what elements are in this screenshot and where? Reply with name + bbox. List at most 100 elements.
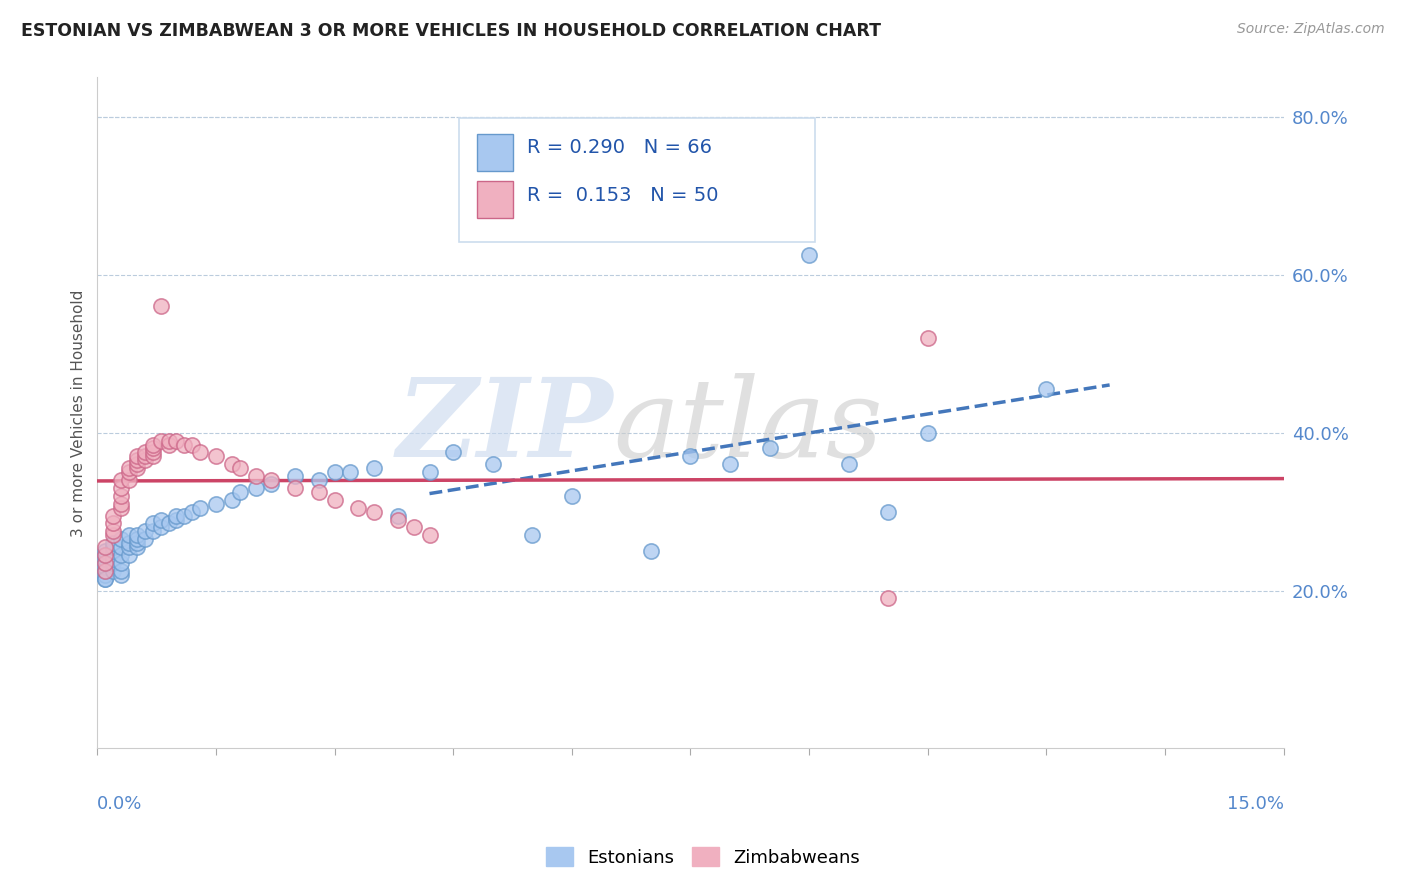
Point bbox=[94, 556, 117, 570]
Text: 0.0%: 0.0% bbox=[97, 796, 143, 814]
Point bbox=[165, 508, 187, 523]
Point bbox=[877, 591, 900, 606]
Point bbox=[134, 453, 156, 467]
Point bbox=[157, 437, 180, 451]
Point bbox=[118, 465, 141, 479]
Point bbox=[110, 567, 132, 582]
Point bbox=[101, 556, 124, 570]
Point bbox=[522, 528, 544, 542]
Point bbox=[718, 457, 741, 471]
Point bbox=[308, 473, 330, 487]
Point bbox=[149, 520, 172, 534]
Point bbox=[387, 508, 409, 523]
Point bbox=[118, 548, 141, 562]
Point bbox=[308, 484, 330, 499]
Point bbox=[110, 548, 132, 562]
Text: Source: ZipAtlas.com: Source: ZipAtlas.com bbox=[1237, 22, 1385, 37]
Point bbox=[101, 540, 124, 554]
Point bbox=[110, 556, 132, 570]
Point bbox=[142, 442, 165, 456]
Y-axis label: 3 or more Vehicles in Household: 3 or more Vehicles in Household bbox=[72, 289, 86, 537]
Point bbox=[221, 457, 243, 471]
Point bbox=[118, 540, 141, 554]
Point bbox=[402, 520, 425, 534]
Point bbox=[94, 556, 117, 570]
Point bbox=[94, 544, 117, 558]
Point bbox=[125, 461, 148, 475]
Point bbox=[640, 544, 662, 558]
Point bbox=[110, 540, 132, 554]
Point bbox=[94, 567, 117, 582]
Point bbox=[245, 481, 267, 495]
Point bbox=[101, 528, 124, 542]
Point bbox=[118, 528, 141, 542]
Point bbox=[94, 572, 117, 586]
Point bbox=[363, 505, 385, 519]
Point bbox=[142, 450, 165, 464]
Point bbox=[221, 492, 243, 507]
Point bbox=[838, 457, 860, 471]
Point bbox=[110, 497, 132, 511]
Point bbox=[245, 469, 267, 483]
Point bbox=[110, 489, 132, 503]
Point bbox=[94, 552, 117, 566]
Point bbox=[181, 505, 204, 519]
Point bbox=[101, 544, 124, 558]
Point bbox=[284, 469, 307, 483]
Legend: Estonians, Zimbabweans: Estonians, Zimbabweans bbox=[538, 840, 868, 874]
Point bbox=[149, 299, 172, 313]
Point bbox=[101, 536, 124, 550]
Point bbox=[94, 540, 117, 554]
FancyBboxPatch shape bbox=[460, 118, 815, 242]
Point bbox=[125, 457, 148, 471]
Point bbox=[228, 484, 250, 499]
Point bbox=[347, 500, 370, 515]
Point bbox=[110, 500, 132, 515]
Point bbox=[363, 461, 385, 475]
Point bbox=[110, 473, 132, 487]
Point bbox=[94, 564, 117, 578]
Point bbox=[142, 445, 165, 459]
Point bbox=[188, 500, 211, 515]
Point bbox=[110, 564, 132, 578]
Text: R =  0.153   N = 50: R = 0.153 N = 50 bbox=[527, 186, 718, 205]
Point bbox=[134, 445, 156, 459]
Point bbox=[118, 461, 141, 475]
Point bbox=[157, 516, 180, 531]
Point bbox=[205, 450, 228, 464]
Text: ZIP: ZIP bbox=[396, 373, 613, 480]
FancyBboxPatch shape bbox=[477, 181, 513, 219]
Point bbox=[118, 536, 141, 550]
Point bbox=[142, 437, 165, 451]
Point bbox=[94, 572, 117, 586]
Point bbox=[387, 512, 409, 526]
Point bbox=[679, 450, 702, 464]
Point bbox=[94, 560, 117, 574]
Point bbox=[101, 524, 124, 539]
FancyBboxPatch shape bbox=[477, 135, 513, 171]
Point bbox=[125, 533, 148, 547]
Point bbox=[142, 516, 165, 531]
Point bbox=[260, 477, 283, 491]
Text: ESTONIAN VS ZIMBABWEAN 3 OR MORE VEHICLES IN HOUSEHOLD CORRELATION CHART: ESTONIAN VS ZIMBABWEAN 3 OR MORE VEHICLE… bbox=[21, 22, 882, 40]
Point bbox=[339, 465, 361, 479]
Point bbox=[323, 492, 346, 507]
Point bbox=[94, 548, 117, 562]
Point bbox=[134, 450, 156, 464]
Point bbox=[165, 434, 187, 448]
Point bbox=[94, 564, 117, 578]
Point bbox=[94, 548, 117, 562]
Point bbox=[125, 540, 148, 554]
Point bbox=[418, 528, 440, 542]
Text: 15.0%: 15.0% bbox=[1226, 796, 1284, 814]
Point bbox=[561, 489, 583, 503]
Point bbox=[125, 528, 148, 542]
Point bbox=[125, 450, 148, 464]
Point bbox=[284, 481, 307, 495]
Point bbox=[149, 512, 172, 526]
Point bbox=[149, 434, 172, 448]
Point bbox=[188, 445, 211, 459]
Point bbox=[441, 445, 464, 459]
Point bbox=[205, 497, 228, 511]
Point bbox=[323, 465, 346, 479]
